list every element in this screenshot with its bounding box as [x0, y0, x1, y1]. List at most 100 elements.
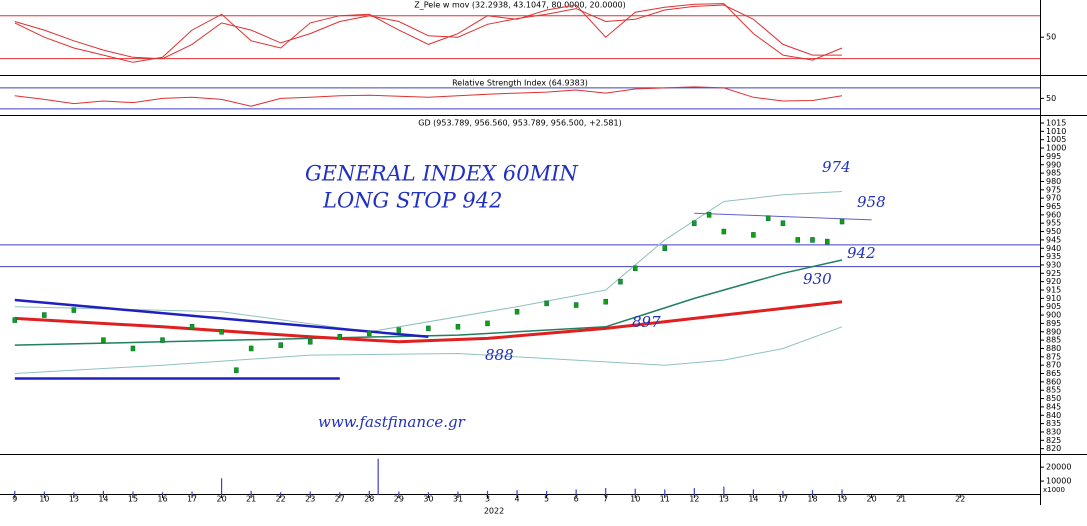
y-tick-label: 960 — [1046, 210, 1061, 219]
price-bar — [544, 300, 549, 307]
x-tick-label: 16 — [157, 495, 167, 504]
volume-bar — [191, 491, 193, 495]
x-tick-label: 17 — [187, 495, 197, 504]
series-line — [14, 300, 843, 344]
y-tick-label: 980 — [1046, 177, 1061, 186]
y-tick-label: 875 — [1046, 352, 1061, 361]
x-tick-label: 22 — [955, 495, 965, 504]
price-bar — [839, 218, 845, 225]
y-tick-label: 820 — [1046, 444, 1061, 453]
price-bar — [573, 302, 579, 308]
y-tick-label: 900 — [1046, 311, 1061, 320]
panel-title: Relative Strength Index (64.9383) — [452, 79, 588, 88]
series-line — [14, 326, 843, 374]
y-tick-label: 880 — [1046, 344, 1061, 353]
volume-bar — [377, 458, 379, 495]
price-bar — [765, 215, 771, 221]
series-line — [694, 212, 872, 221]
y-tick-label: 995 — [1046, 152, 1061, 161]
volume-bar — [339, 492, 341, 495]
x-tick-label: 19 — [837, 495, 847, 504]
price-bar — [160, 337, 165, 343]
x-tick-label: 20 — [216, 495, 226, 504]
x-tick-label: 4 — [514, 495, 519, 504]
price-bar — [42, 312, 47, 318]
y-tick-label: 915 — [1046, 286, 1061, 295]
volume-bar — [43, 491, 45, 495]
volume-bar — [102, 490, 105, 495]
volume-bar — [457, 491, 459, 495]
y-tick-label: 830 — [1046, 427, 1061, 436]
x-tick-label: 10 — [39, 495, 49, 504]
price-bar — [662, 245, 668, 252]
x-tick-label: 13 — [69, 495, 79, 504]
volume-bar — [220, 478, 223, 495]
y-tick-label: 930 — [1046, 260, 1061, 269]
x-tick-label: 23 — [305, 495, 315, 504]
x-tick-label: 14 — [748, 495, 758, 504]
y-tick-label: 990 — [1046, 160, 1061, 169]
y-tick-label: 50 — [1046, 94, 1056, 103]
volume-bar — [605, 488, 607, 495]
price-bar — [234, 367, 239, 373]
x-tick-label: 20 — [866, 495, 876, 504]
y-tick-label: 1015 — [1046, 119, 1066, 128]
y-tick-label: 935 — [1046, 252, 1061, 261]
price-bar — [780, 220, 786, 226]
y-tick-label: 940 — [1046, 244, 1061, 253]
y-tick-label: 985 — [1046, 169, 1061, 178]
y-tick-label: 970 — [1046, 194, 1061, 203]
x-tick-label: 10 — [630, 495, 640, 504]
series-line — [14, 3, 843, 63]
volume-bar — [368, 490, 370, 495]
y-tick-label: 20000 — [1046, 463, 1071, 472]
price-bar — [248, 345, 254, 352]
y-tick-label: 910 — [1046, 294, 1061, 303]
price-bar — [278, 342, 283, 348]
price-bar — [795, 237, 800, 243]
volume-bar — [664, 489, 666, 495]
volume-bar — [782, 490, 784, 495]
x-tick-label: 28 — [364, 495, 374, 504]
volume-bar — [634, 488, 636, 495]
price-bar — [485, 320, 490, 327]
x-tick-label: 3 — [485, 495, 490, 504]
annotation: 974 — [822, 158, 851, 176]
price-bar — [71, 307, 77, 313]
annotation: 897 — [632, 313, 661, 331]
volume-bar — [427, 492, 430, 495]
x-tick-label: 21 — [896, 495, 906, 504]
volume-bar — [545, 490, 548, 495]
volume-bar — [73, 492, 75, 495]
x-tick-label: 30 — [423, 495, 433, 504]
x-tick-label: 31 — [453, 495, 463, 504]
volume-bar — [250, 490, 252, 495]
price-bar — [692, 220, 697, 226]
price-bar — [337, 334, 343, 340]
x-tick-label: 27 — [335, 495, 345, 504]
x-tick-label: 5 — [544, 495, 549, 504]
y-tick-label: 865 — [1046, 369, 1061, 378]
annotation: 888 — [485, 346, 514, 364]
x-tick-label: 14 — [98, 495, 108, 504]
y-tick-label: 950 — [1046, 227, 1061, 236]
volume-bar — [516, 490, 518, 495]
x-tick-label: 21 — [246, 495, 256, 504]
x-tick-label: 7 — [603, 495, 608, 504]
y-tick-label: 840 — [1046, 411, 1061, 420]
price-bar — [189, 324, 195, 330]
price-bar — [396, 327, 402, 333]
series-line — [14, 86, 843, 107]
y-tick-label: 885 — [1046, 336, 1061, 345]
price-bar — [632, 265, 638, 272]
x-tick-label: 18 — [807, 495, 817, 504]
price-bar — [706, 212, 712, 218]
price-bar — [810, 237, 815, 243]
y-tick-label: 50 — [1046, 33, 1056, 42]
volume-bar — [398, 491, 400, 495]
y-tick-label: 905 — [1046, 302, 1061, 311]
price-bar — [101, 337, 106, 343]
x-tick-label: 12 — [689, 495, 699, 504]
y-tick-label: 945 — [1046, 235, 1061, 244]
